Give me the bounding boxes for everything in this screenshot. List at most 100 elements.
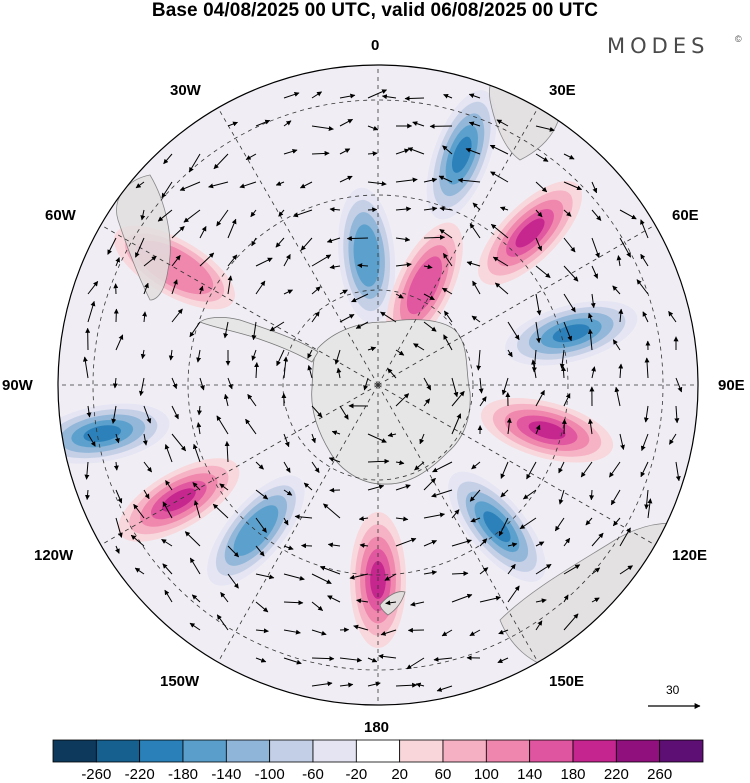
- colorbar-tick-label: 260: [647, 766, 673, 783]
- wind-arrow: [619, 209, 637, 220]
- lon-label-150w: 150W: [160, 673, 200, 690]
- lon-label-90e: 90E: [718, 377, 745, 394]
- wind-arrow: [251, 349, 257, 361]
- anomaly-contour: [161, 488, 196, 512]
- wind-arrow: [563, 181, 583, 191]
- wind-arrow: [590, 293, 596, 309]
- wind-arrow: [618, 363, 624, 379]
- wind-arrow: [640, 253, 649, 267]
- wind-arrows: [82, 89, 683, 692]
- wind-arrow: [406, 657, 425, 670]
- wind-arrow: [535, 541, 545, 547]
- wind-arrow: [563, 393, 571, 407]
- wind-arrow: [507, 585, 520, 603]
- wind-arrow: [255, 573, 275, 580]
- wind-arrow: [115, 334, 124, 351]
- wind-arrow: [616, 255, 622, 267]
- wind-arrow: [489, 144, 509, 155]
- wind-arrow: [385, 600, 397, 606]
- wind-arrow: [367, 657, 378, 663]
- wind-arrow: [507, 321, 520, 341]
- wind-arrow: [334, 349, 341, 365]
- wind-arrow: [587, 328, 593, 351]
- wind-arrow: [171, 377, 178, 389]
- wind-arrow: [501, 377, 509, 396]
- lon-label-0: 0: [371, 37, 380, 54]
- wind-arrow: [675, 461, 681, 482]
- anomaly-positive: [478, 180, 583, 285]
- wind-arrow: [384, 573, 397, 581]
- wind-arrow: [535, 321, 541, 344]
- wind-arrow: [255, 545, 265, 557]
- wind-arrow: [329, 264, 341, 270]
- wind-arrow: [588, 418, 594, 435]
- wind-arrow: [134, 567, 145, 575]
- wind-arrow: [395, 206, 412, 212]
- colorbar-tick-label: 220: [603, 766, 629, 783]
- wind-arrow: [432, 461, 453, 473]
- colorbar-tick-label: -220: [124, 766, 155, 783]
- wind-arrow: [367, 125, 379, 131]
- wind-arrow: [469, 629, 481, 637]
- wind-arrow: [255, 280, 266, 295]
- wind-arrow: [199, 226, 207, 239]
- wind-arrow: [591, 181, 598, 194]
- wind-arrow: [507, 349, 513, 358]
- wind-arrow: [171, 308, 183, 323]
- wind-arrow: [367, 458, 390, 464]
- wind-arrow: [216, 614, 229, 631]
- wind-arrow: [404, 96, 425, 102]
- wind-arrow: [191, 594, 201, 603]
- wind-arrow: [451, 570, 469, 576]
- wind-arrow: [283, 433, 290, 448]
- wind-arrow: [490, 171, 509, 183]
- wind-arrow: [563, 237, 576, 253]
- wind-arrow: [138, 377, 145, 397]
- wind-arrow: [423, 398, 431, 407]
- wind-arrow: [535, 209, 543, 218]
- colorbar-tick-label: -100: [254, 766, 285, 783]
- wind-arrow: [168, 349, 174, 361]
- wind-arrow: [380, 629, 397, 636]
- wind-arrow: [87, 300, 96, 323]
- wind-arrow: [143, 489, 150, 500]
- wind-arrow: [535, 125, 555, 132]
- wind-arrow: [591, 567, 601, 575]
- wind-arrow: [563, 537, 571, 547]
- colorbar-swatch: [312, 739, 357, 763]
- wind-arrow: [469, 489, 481, 502]
- wind-arrow: [255, 257, 273, 267]
- wind-arrow: [311, 681, 333, 687]
- wind-arrow: [165, 480, 173, 491]
- wind-arrow: [506, 417, 512, 435]
- anomaly-negative: [426, 90, 497, 220]
- wind-arrow: [612, 517, 621, 527]
- wind-arrow: [492, 256, 509, 267]
- wind-arrow: [380, 311, 397, 323]
- wind-arrow: [227, 275, 233, 295]
- wind-arrow: [436, 685, 453, 692]
- wind-arrow: [353, 624, 369, 631]
- wind-arrow: [423, 570, 438, 576]
- wind-arrow: [355, 321, 369, 329]
- colorbar-swatch: [615, 739, 661, 763]
- colorbar-tick-label: -260: [81, 766, 112, 783]
- colorbar-swatch: [399, 739, 444, 763]
- wind-arrow: [311, 150, 330, 156]
- wind-arrow: [115, 257, 120, 267]
- wind-arrow: [640, 461, 649, 478]
- latitude-circle: [187, 194, 569, 576]
- anomaly-contour: [451, 136, 472, 173]
- wind-arrow: [269, 321, 285, 332]
- wind-arrow: [311, 461, 320, 473]
- anomaly-contour: [483, 511, 511, 543]
- wind-arrow: [457, 177, 481, 183]
- wind-arrow: [619, 527, 631, 547]
- wind-arrow: [367, 433, 387, 443]
- colorbar-tick-label: -140: [211, 766, 242, 783]
- wind-arrow: [469, 223, 481, 239]
- wind-arrow: [245, 418, 257, 435]
- wind-arrow: [245, 153, 257, 160]
- wind-arrow: [311, 601, 324, 611]
- wind-arrow: [85, 489, 91, 501]
